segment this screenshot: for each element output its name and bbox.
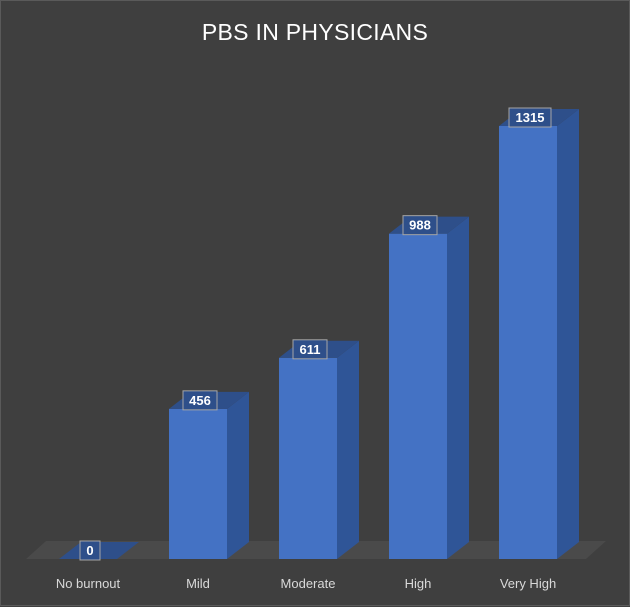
data-label-box-3 — [402, 215, 438, 236]
data-label-1: 456 — [189, 393, 211, 408]
data-label-4: 1315 — [516, 110, 545, 125]
bar-front-1 — [169, 408, 227, 559]
bar-side-1 — [227, 391, 249, 559]
category-label-0: No burnout — [56, 576, 121, 591]
data-label-box-0 — [79, 540, 101, 561]
chart-title: PBS IN PHYSICIANS — [201, 19, 429, 45]
bar-side-4 — [557, 109, 579, 559]
bar-front-4 — [499, 126, 557, 559]
category-label-3: High — [405, 576, 432, 591]
data-label-box-2 — [292, 339, 328, 360]
data-label-3: 988 — [409, 218, 431, 233]
bar-side-2 — [337, 340, 359, 559]
category-label-2: Moderate — [281, 576, 336, 591]
data-label-2: 611 — [300, 342, 321, 357]
data-label-box-1 — [182, 390, 218, 411]
category-label-1: Mild — [186, 576, 210, 591]
data-label-0: 0 — [86, 543, 93, 558]
category-label-4: Very High — [500, 576, 556, 591]
data-label-box-4 — [508, 107, 552, 128]
bar-front-3 — [389, 233, 447, 559]
bar-side-3 — [447, 216, 469, 559]
bar-front-2 — [279, 357, 337, 559]
